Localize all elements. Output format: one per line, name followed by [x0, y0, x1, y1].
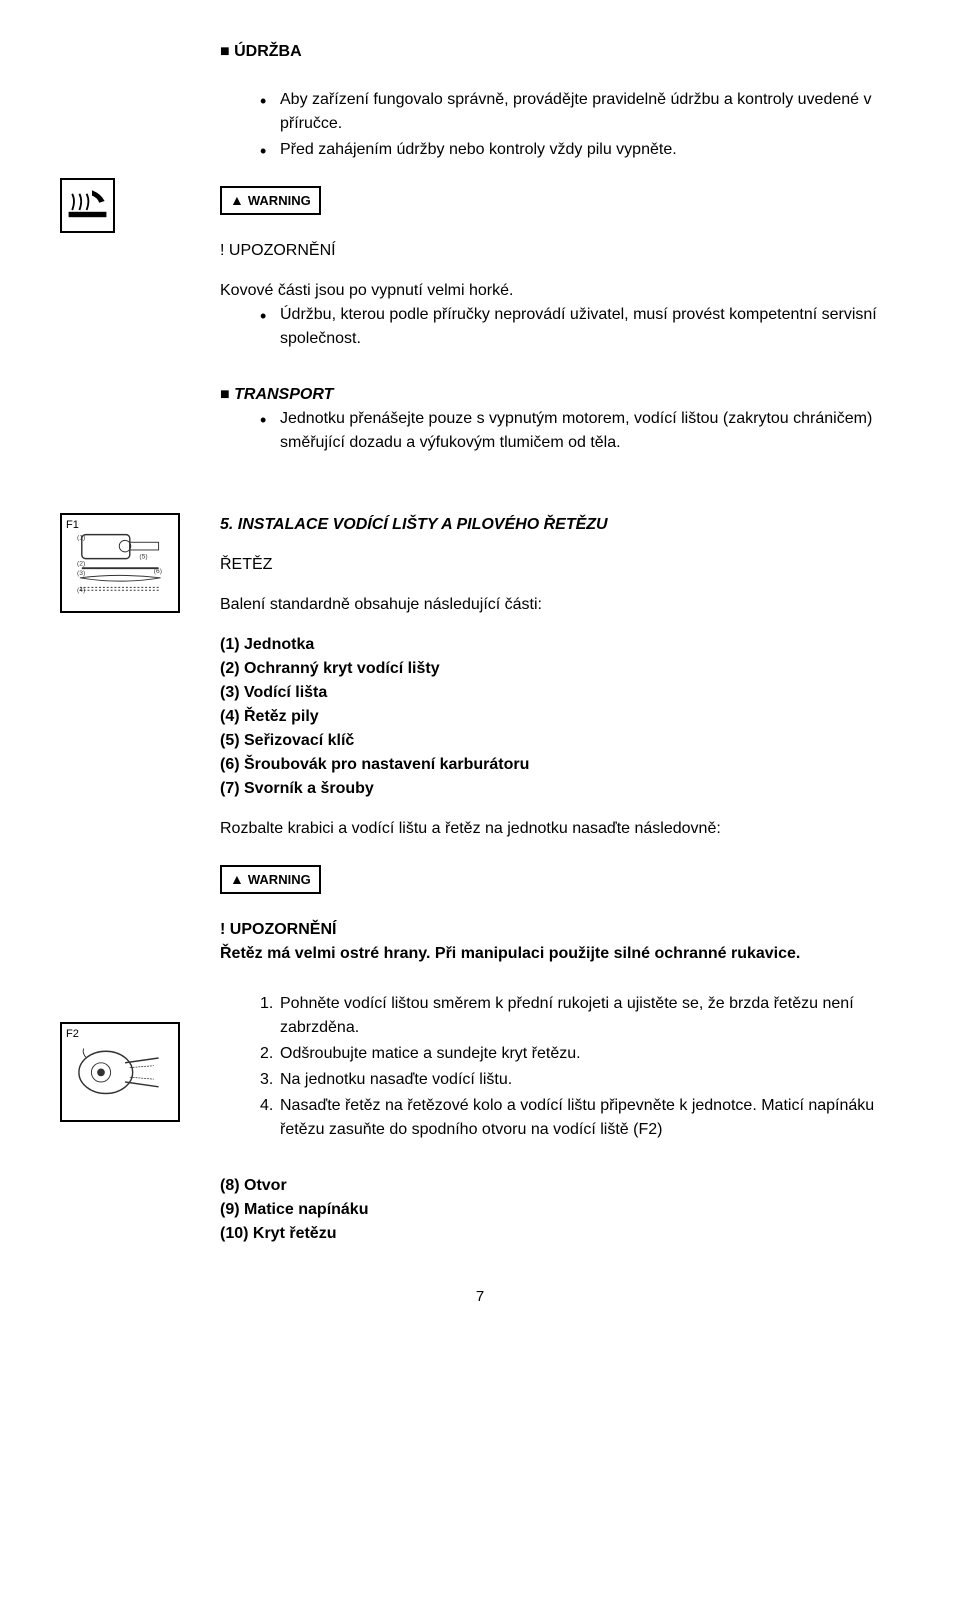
- part-item: (6) Šroubovák pro nastavení karburátoru: [220, 753, 900, 777]
- part-item: (5) Seřizovací klíč: [220, 729, 900, 753]
- figure-f1: F1 (1) (2) (3) (4) (5) (6): [60, 513, 180, 613]
- square-bullet-icon: [220, 386, 234, 403]
- transport-header: TRANSPORT: [220, 383, 900, 407]
- step-text: Na jednotku nasaďte vodící lištu.: [280, 1071, 512, 1088]
- warning-badge: ▲ WARNING: [220, 186, 321, 215]
- hot-surface-icon: [60, 178, 115, 233]
- warning1-text: Kovové části jsou po vypnutí velmi horké…: [220, 279, 900, 303]
- warning-triangle-icon: ▲: [230, 190, 244, 211]
- bullet-item: Jednotku přenášejte pouze s vypnutým mot…: [260, 407, 900, 455]
- bullet-item: Před zahájením údržby nebo kontroly vždy…: [260, 138, 900, 162]
- warning-triangle-icon: ▲: [230, 869, 244, 890]
- bullet-item: Aby zařízení fungovalo správně, prováděj…: [260, 88, 900, 136]
- warning2-text: Řetěz má velmi ostré hrany. Při manipula…: [220, 942, 900, 966]
- step-num: 1.: [260, 992, 273, 1016]
- section5-instruction: Rozbalte krabici a vodící lištu a řetěz …: [220, 817, 900, 841]
- step-item: 2. Odšroubujte matice a sundejte kryt řet…: [260, 1042, 900, 1066]
- svg-text:(5): (5): [139, 553, 147, 560]
- part-item: (4) Řetěz pily: [220, 705, 900, 729]
- square-bullet-icon: [220, 43, 234, 60]
- svg-text:(2): (2): [77, 560, 85, 567]
- step-item: 3. Na jednotku nasaďte vodící lištu.: [260, 1068, 900, 1092]
- steps-list: 1. Pohněte vodící lištou směrem k přední …: [220, 992, 900, 1142]
- step-num: 2.: [260, 1042, 273, 1066]
- warning-text: WARNING: [248, 872, 311, 887]
- part-item: (10) Kryt řetězu: [220, 1222, 900, 1246]
- svg-text:(3): (3): [77, 570, 85, 577]
- part-item: (1) Jednotka: [220, 633, 900, 657]
- part-item: (7) Svorník a šrouby: [220, 777, 900, 801]
- udrzba-bullets: Aby zařízení fungovalo správně, prováděj…: [220, 88, 900, 162]
- part-item: (8) Otvor: [220, 1174, 900, 1198]
- step-text: Nasaďte řetěz na řetězové kolo a vodící …: [280, 1097, 874, 1138]
- page-number: 7: [60, 1286, 900, 1309]
- section5-subheader: ŘETĚZ: [220, 553, 900, 577]
- transport-bullets: Jednotku přenášejte pouze s vypnutým mot…: [220, 407, 900, 455]
- transport-title: TRANSPORT: [234, 386, 333, 403]
- svg-text:(1): (1): [77, 534, 85, 541]
- part-item: (3) Vodící lišta: [220, 681, 900, 705]
- figure-f2: F2: [60, 1022, 180, 1122]
- upozorneni-label: ! UPOZORNĚNÍ: [220, 239, 900, 263]
- svg-text:(6): (6): [154, 568, 162, 575]
- bullet-item: Údržbu, kterou podle příručky neprovádí …: [260, 303, 900, 351]
- step-num: 3.: [260, 1068, 273, 1092]
- warning-badge: ▲ WARNING: [220, 865, 321, 894]
- part-item: (2) Ochranný kryt vodící lišty: [220, 657, 900, 681]
- step-item: 1. Pohněte vodící lištou směrem k přední …: [260, 992, 900, 1040]
- section5-intro: Balení standardně obsahuje následující č…: [220, 593, 900, 617]
- warning1-bullets: Údržbu, kterou podle příručky neprovádí …: [220, 303, 900, 351]
- udrzba-title: ÚDRŽBA: [234, 43, 302, 60]
- step-text: Pohněte vodící lištou směrem k přední ru…: [280, 995, 854, 1036]
- section5-header: 5. INSTALACE VODÍCÍ LIŠTY A PILOVÉHO ŘET…: [220, 513, 900, 537]
- step-num: 4.: [260, 1094, 273, 1118]
- step-text: Odšroubujte matice a sundejte kryt řetěz…: [280, 1045, 581, 1062]
- upozorneni-label: ! UPOZORNĚNÍ: [220, 918, 900, 942]
- section-udrzba-header: ÚDRŽBA: [220, 40, 900, 64]
- part-item: (9) Matice napínáku: [220, 1198, 900, 1222]
- svg-text:(4): (4): [77, 587, 85, 594]
- step-item: 4. Nasaďte řetěz na řetězové kolo a vodíc…: [260, 1094, 900, 1142]
- warning-text: WARNING: [248, 193, 311, 208]
